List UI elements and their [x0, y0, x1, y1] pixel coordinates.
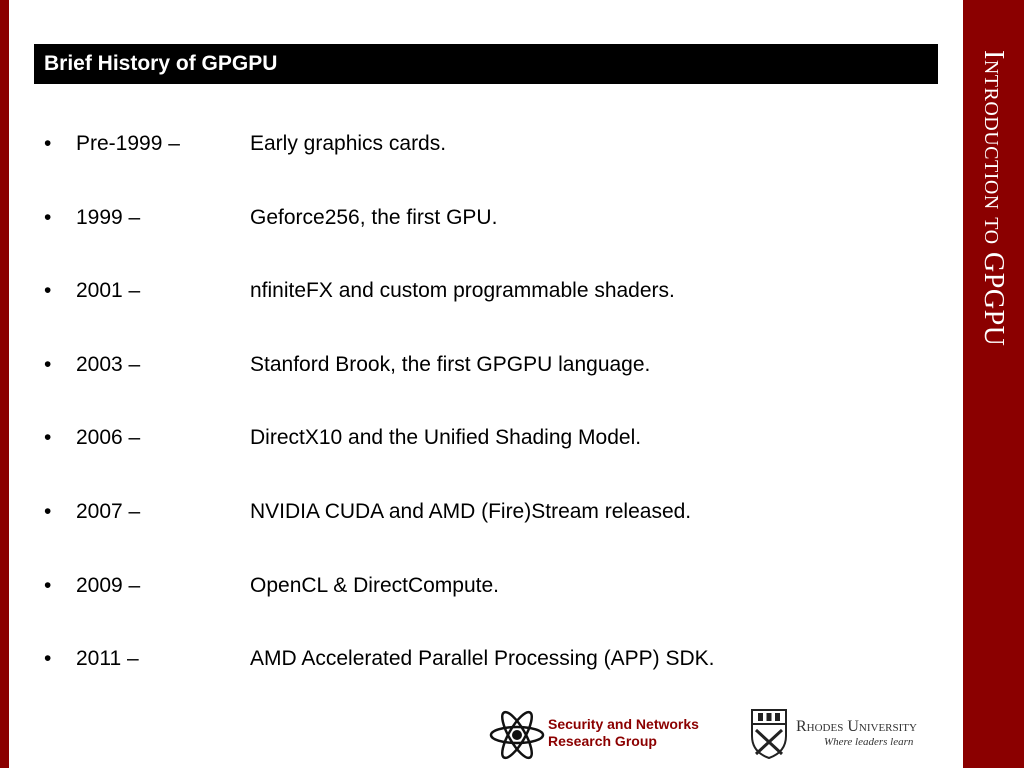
- snrg-name: Security and Networks Research Group: [548, 716, 699, 750]
- bullet-icon: •: [44, 132, 52, 155]
- title-bar: Brief History of GPGPU: [34, 44, 938, 84]
- timeline-text: Early graphics cards.: [250, 132, 447, 155]
- left-accent-bar: [0, 0, 9, 768]
- timeline-year: 1999 –: [76, 205, 141, 229]
- timeline-item: • 2007 – NVIDIA CUDA and AMD (Fire)Strea…: [44, 498, 715, 572]
- side-title: Introduction to GPGPU: [978, 50, 1009, 347]
- bullet-icon: •: [44, 205, 52, 229]
- bullet-icon: •: [44, 647, 52, 671]
- timeline-text: AMD Accelerated Parallel Processing (APP…: [250, 647, 715, 671]
- rhodes-tagline: Where leaders learn: [824, 736, 914, 748]
- slide-title: Brief History of GPGPU: [44, 52, 278, 75]
- timeline-text: Stanford Brook, the first GPGPU language…: [250, 352, 651, 376]
- side-panel: [963, 0, 1024, 768]
- timeline-year: 2007 –: [76, 499, 141, 523]
- bullet-icon: •: [44, 279, 52, 303]
- snrg-line-1: Security and Networks: [548, 716, 699, 732]
- snrg-line-2: Research Group: [548, 733, 657, 749]
- timeline-item: • 2003 – Stanford Brook, the first GPGPU…: [44, 351, 715, 425]
- timeline-year: 2009 –: [76, 573, 141, 597]
- timeline-year: 2006 –: [76, 426, 141, 450]
- timeline-item: • 1999 – Geforce256, the first GPU.: [44, 204, 715, 278]
- timeline-text: NVIDIA CUDA and AMD (Fire)Stream release…: [250, 499, 692, 523]
- timeline-year: 2003 –: [76, 352, 141, 376]
- timeline-item: • 2011 – AMD Accelerated Parallel Proces…: [44, 645, 715, 719]
- timeline-item: • 2001 – nfiniteFX and custom programmab…: [44, 277, 715, 351]
- timeline-year: 2001 –: [76, 279, 141, 303]
- timeline-item: • Pre-1999 – Early graphics cards.: [44, 130, 715, 204]
- timeline-year: Pre-1999 –: [76, 132, 180, 155]
- bullet-icon: •: [44, 499, 52, 523]
- timeline-text: nfiniteFX and custom programmable shader…: [250, 279, 675, 303]
- timeline-item: • 2009 – OpenCL & DirectCompute.: [44, 572, 715, 646]
- atom-logo-icon: [489, 710, 545, 760]
- footer-logos: Security and Networks Research Group Rho…: [488, 706, 948, 762]
- bullet-icon: •: [44, 573, 52, 597]
- timeline-text: DirectX10 and the Unified Shading Model.: [250, 426, 642, 450]
- timeline-item: • 2006 – DirectX10 and the Unified Shadi…: [44, 424, 715, 498]
- timeline-list: • Pre-1999 – Early graphics cards. • 199…: [44, 130, 715, 719]
- bullet-icon: •: [44, 426, 52, 450]
- bullet-icon: •: [44, 352, 52, 376]
- rhodes-name: Rhodes University: [796, 718, 917, 735]
- timeline-year: 2011 –: [76, 647, 139, 671]
- timeline-text: Geforce256, the first GPU.: [250, 205, 498, 229]
- timeline-text: OpenCL & DirectCompute.: [250, 573, 499, 597]
- university-crest-icon: [751, 709, 787, 760]
